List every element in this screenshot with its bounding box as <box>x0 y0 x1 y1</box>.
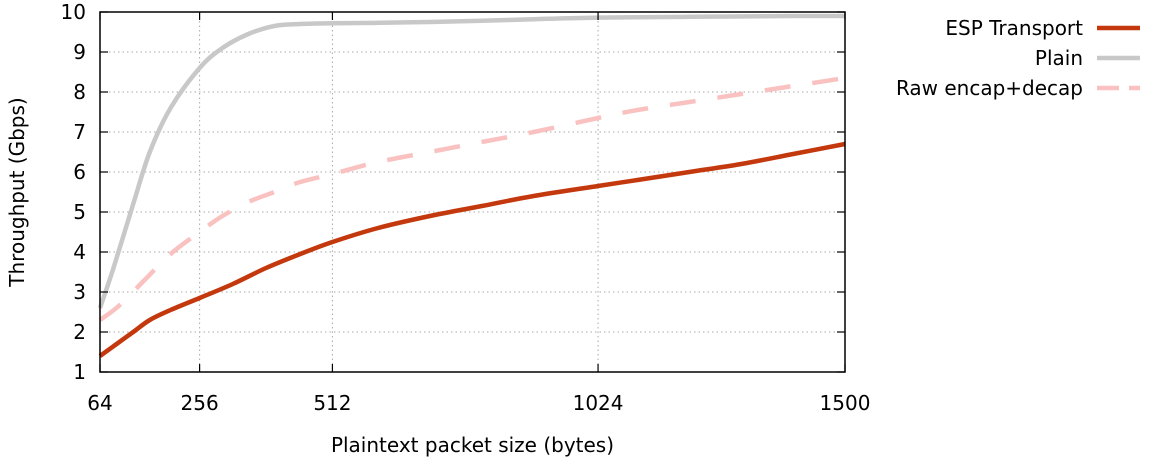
y-tick-label: 9 <box>73 40 86 64</box>
y-tick-label: 1 <box>73 360 86 384</box>
x-tick-label: 512 <box>313 391 351 415</box>
grid <box>100 12 845 372</box>
x-tick-label: 256 <box>181 391 219 415</box>
series-group <box>97 13 846 358</box>
plot-frame <box>99 11 846 373</box>
y-tick-label: 2 <box>73 320 86 344</box>
series-line-plain <box>97 13 846 309</box>
series-line-esp-transport <box>98 141 846 358</box>
y-tick-label: 3 <box>73 280 86 304</box>
x-tick-label: 1500 <box>820 391 871 415</box>
y-ticks: 1 2 3 4 5 6 7 8 9 10 <box>61 0 845 384</box>
y-tick-label: 6 <box>73 160 86 184</box>
legend: ESP Transport Plain Raw encap+decap <box>896 16 1140 100</box>
y-tick-label: 4 <box>73 240 86 264</box>
y-tick-label: 5 <box>73 200 86 224</box>
legend-label: ESP Transport <box>945 16 1083 40</box>
series-line-raw-encap-decap <box>98 75 846 322</box>
legend-label: Plain <box>1035 46 1083 70</box>
y-tick-label: 10 <box>61 0 86 24</box>
x-ticks: 64 256 512 1024 1500 <box>87 12 870 415</box>
x-axis-label: Plaintext packet size (bytes) <box>331 433 614 457</box>
x-tick-label: 1024 <box>573 391 624 415</box>
y-axis-label: Throughput (Gbps) <box>5 97 29 287</box>
y-tick-label: 8 <box>73 80 86 104</box>
legend-label: Raw encap+decap <box>896 76 1083 100</box>
y-tick-label: 7 <box>73 120 86 144</box>
x-tick-label: 64 <box>87 391 112 415</box>
